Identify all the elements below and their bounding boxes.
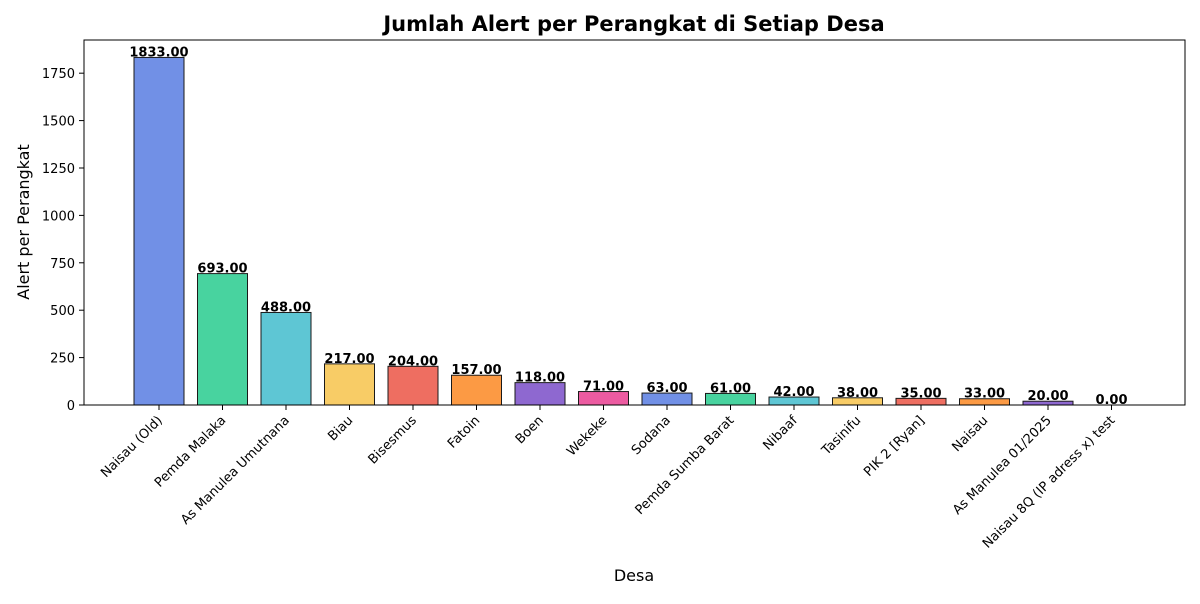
bar-2 — [260, 311, 312, 406]
chart-title: Jumlah Alert per Perangkat di Setiap Des… — [381, 12, 884, 36]
data-label-1: 693.00 — [197, 262, 247, 277]
data-label-10: 42.00 — [773, 385, 814, 400]
y-tick-label-3: 750 — [50, 257, 75, 272]
x-tick-label-4: Bisesmus — [366, 413, 420, 467]
data-label-0: 1833.00 — [129, 45, 188, 60]
data-label-8: 63.00 — [646, 381, 687, 396]
x-tick-label-10: Nibaaf — [760, 413, 801, 454]
bar-1 — [197, 273, 248, 406]
data-label-15: 0.00 — [1095, 393, 1127, 408]
bar-5 — [451, 374, 502, 406]
y-tick-label-2: 500 — [50, 304, 75, 319]
x-tick-label-0: Naisau (Old) — [98, 413, 166, 481]
bar-0 — [133, 56, 185, 406]
x-tick-label-3: Biau — [325, 413, 356, 444]
y-tick-label-1: 250 — [50, 352, 75, 367]
y-axis-label: Alert per Perangkat — [14, 144, 33, 300]
plot-area: 1833.00 693.00 488.00 217.00 204.00 157.00 118… — [42, 39, 1186, 552]
y-tick-label-6: 1500 — [42, 115, 75, 130]
x-tick-label-5: Fatoin — [445, 413, 483, 451]
bar-4 — [387, 365, 439, 406]
data-label-4: 204.00 — [388, 354, 438, 369]
x-tick-label-12: PIK 2 [Ryan] — [861, 413, 928, 480]
axes-frame — [83, 39, 1186, 406]
x-tick-label-13: Naisau — [949, 413, 991, 455]
y-tick-label-0: 0 — [67, 399, 75, 414]
data-label-14: 20.00 — [1027, 389, 1068, 404]
data-label-7: 71.00 — [583, 380, 624, 395]
x-axis-label: Desa — [614, 566, 654, 585]
data-label-2: 488.00 — [261, 300, 311, 315]
y-tick-label-5: 1250 — [42, 162, 75, 177]
x-tick-label-2: As Manulea Umutnana — [178, 413, 293, 528]
y-tick-label-4: 1000 — [42, 209, 75, 224]
data-label-3: 217.00 — [324, 352, 374, 367]
x-tick-label-7: Wekeke — [564, 413, 610, 459]
x-tick-label-6: Boen — [513, 413, 547, 447]
y-tick-label-7: 1750 — [42, 67, 75, 82]
data-label-11: 38.00 — [837, 386, 878, 401]
x-tick-label-8: Sodana — [629, 413, 674, 458]
data-label-13: 33.00 — [964, 387, 1005, 402]
bar-3 — [324, 363, 375, 406]
data-label-5: 157.00 — [451, 363, 501, 378]
data-label-9: 61.00 — [710, 381, 751, 396]
data-label-12: 35.00 — [900, 386, 941, 401]
data-label-6: 118.00 — [515, 371, 565, 386]
x-tick-label-11: Tasinifu — [818, 413, 864, 459]
bar-6 — [514, 382, 566, 406]
x-tick-label-15: Naisau 8Q (IP adress x) test — [980, 413, 1118, 551]
